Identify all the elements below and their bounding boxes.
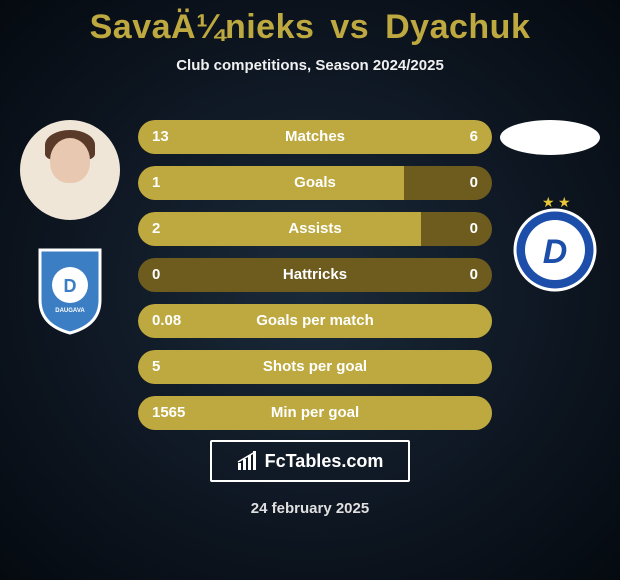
stat-label: Shots per goal bbox=[138, 350, 492, 384]
stat-row: 0.08Goals per match bbox=[138, 304, 492, 338]
svg-text:★: ★ bbox=[558, 195, 571, 210]
stat-value-right: 0 bbox=[470, 212, 478, 246]
vs-separator: vs bbox=[324, 8, 375, 46]
source-badge: FcTables.com bbox=[210, 440, 410, 482]
stat-row: 1565Min per goal bbox=[138, 396, 492, 430]
stat-row: 2Assists0 bbox=[138, 212, 492, 246]
stat-value-right: 6 bbox=[470, 120, 478, 154]
stat-label: Goals per match bbox=[138, 304, 492, 338]
club1-label: DAUGAVA bbox=[55, 308, 85, 314]
svg-text:D: D bbox=[543, 233, 568, 271]
comparison-title: SavaÄ¼nieks vs Dyachuk bbox=[0, 0, 620, 47]
stat-row: 1Goals0 bbox=[138, 166, 492, 200]
right-column: ★ ★ D bbox=[490, 120, 610, 285]
player2-club-badge: ★ ★ D bbox=[510, 195, 590, 285]
subtitle: Club competitions, Season 2024/2025 bbox=[0, 57, 620, 74]
stat-label: Assists bbox=[138, 212, 492, 246]
player1-avatar bbox=[20, 120, 120, 220]
stat-row: 13Matches6 bbox=[138, 120, 492, 154]
stat-label: Goals bbox=[138, 166, 492, 200]
stat-label: Hattricks bbox=[138, 258, 492, 292]
stat-value-right: 0 bbox=[470, 166, 478, 200]
player1-club-badge: D DAUGAVA bbox=[30, 245, 110, 335]
bar-chart-icon bbox=[237, 451, 259, 471]
player2-avatar bbox=[500, 120, 600, 155]
date-label: 24 february 2025 bbox=[0, 500, 620, 517]
stat-label: Matches bbox=[138, 120, 492, 154]
source-text: FcTables.com bbox=[265, 451, 384, 472]
stat-row: 0Hattricks0 bbox=[138, 258, 492, 292]
svg-text:★: ★ bbox=[542, 195, 555, 210]
player1-name: SavaÄ¼nieks bbox=[90, 8, 315, 46]
stat-bars: 13Matches61Goals02Assists00Hattricks00.0… bbox=[138, 120, 492, 442]
stat-value-right: 0 bbox=[470, 258, 478, 292]
left-column: D DAUGAVA bbox=[10, 120, 130, 335]
stat-label: Min per goal bbox=[138, 396, 492, 430]
svg-text:D: D bbox=[64, 276, 77, 296]
stat-row: 5Shots per goal bbox=[138, 350, 492, 384]
player2-name: Dyachuk bbox=[385, 8, 530, 46]
